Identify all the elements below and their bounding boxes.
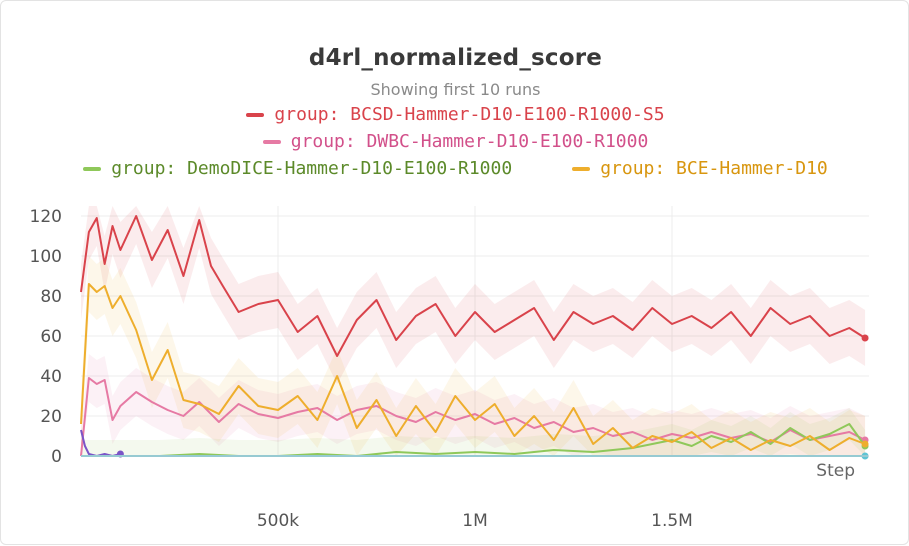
legend-label-demodice: group: DemoDICE-Hammer-D10-E100-R1000	[111, 158, 513, 179]
legend-item-demodice[interactable]: group: DemoDICE-Hammer-D10-E100-R1000	[83, 158, 512, 179]
legend-row-1: group: BCSD-Hammer-D10-E100-R1000-S5	[1, 104, 909, 125]
chart-title: d4rl_normalized_score	[308, 45, 603, 71]
series-band	[81, 408, 866, 456]
y-tick-label: 40	[40, 367, 62, 387]
series-band	[81, 206, 866, 384]
legend-item-bcsd[interactable]: group: BCSD-Hammer-D10-E100-R1000-S5	[246, 104, 665, 125]
x-axis-label: Step	[816, 461, 855, 481]
series-band	[81, 354, 866, 456]
legend-swatch-bcsd	[246, 112, 265, 117]
chart-subtitle: Showing first 10 runs	[370, 80, 541, 99]
series-band	[81, 256, 866, 456]
y-tick-label: 60	[40, 327, 62, 347]
x-tick-label: 1.5M	[651, 511, 693, 531]
y-tick-label: 100	[30, 247, 62, 267]
x-tick-label: 500k	[257, 511, 299, 531]
legend-swatch-bce	[572, 166, 591, 171]
legend-item-dwbc[interactable]: group: DWBC-Hammer-D10-E100-R1000	[262, 131, 649, 152]
series-end-point	[861, 440, 869, 448]
series-end-point	[861, 334, 869, 342]
axis-ticks: 0 20 40 60 80 100 120 500k 1M 1.5M	[30, 207, 693, 531]
y-tick-label: 0	[51, 447, 62, 467]
y-tick-label: 80	[40, 287, 62, 307]
legend-label-bcsd: group: BCSD-Hammer-D10-E100-R1000-S5	[274, 104, 665, 125]
legend-label-bce: group: BCE-Hammer-D10	[600, 158, 828, 179]
series-line[interactable]	[80, 215, 866, 357]
x-tick-label: 1M	[462, 511, 487, 531]
legend-swatch-dwbc	[262, 139, 281, 144]
confidence-bands	[81, 206, 866, 456]
series-line[interactable]	[80, 377, 866, 457]
y-tick-label: 120	[30, 207, 62, 227]
y-tick-label: 20	[40, 407, 62, 427]
legend-row-3: group: DemoDICE-Hammer-D10-E100-R1000 gr…	[1, 158, 909, 179]
legend-swatch-demodice	[83, 166, 102, 171]
legend-item-bce[interactable]: group: BCE-Hammer-D10	[572, 158, 828, 179]
series-line[interactable]	[80, 283, 866, 451]
legend-label-dwbc: group: DWBC-Hammer-D10-E100-R1000	[290, 131, 649, 152]
legend-row-2: group: DWBC-Hammer-D10-E100-R1000	[1, 131, 909, 152]
